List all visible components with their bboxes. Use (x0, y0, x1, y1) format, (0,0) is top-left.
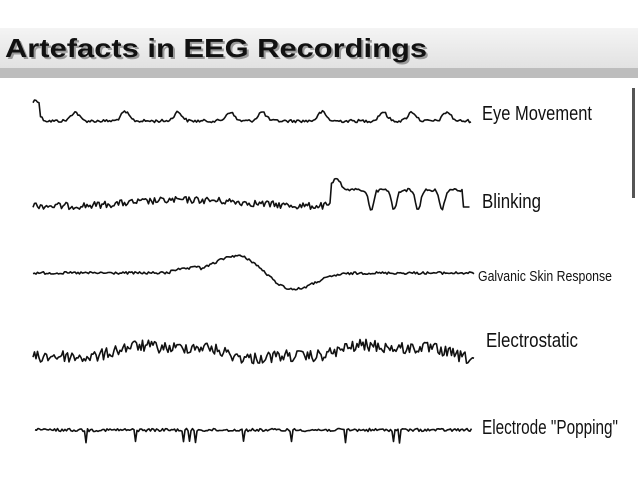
title: Artefacts in EEG Recordings (5, 33, 427, 63)
trace-label: Electrode "Popping" (482, 417, 618, 439)
eeg-trace (32, 338, 475, 365)
trace-label: Electrostatic (486, 330, 578, 352)
eeg-trace (32, 99, 472, 124)
title-rule (0, 68, 638, 78)
trace-label: Eye Movement (482, 103, 592, 125)
traces (32, 99, 475, 444)
side-bar (632, 88, 635, 198)
eeg-trace (32, 177, 470, 211)
title-shadow: Artefacts in EEG Recordings (7, 35, 429, 65)
trace-label: Blinking (482, 191, 541, 213)
eeg-trace (32, 254, 475, 291)
trace-label: Galvanic Skin Response (478, 268, 612, 285)
eeg-trace (34, 427, 473, 444)
title-band (0, 28, 638, 68)
